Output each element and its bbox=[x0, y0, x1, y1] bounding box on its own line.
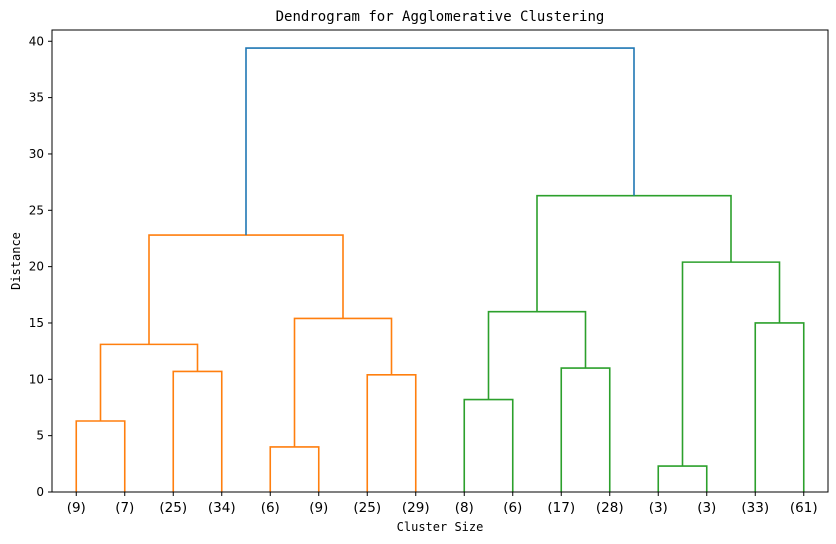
dendrogram-link bbox=[560, 367, 611, 492]
leaf-label: (25) bbox=[353, 500, 381, 516]
y-tick-label: 0 bbox=[36, 485, 44, 499]
dendrogram-link bbox=[75, 420, 126, 492]
leaf-label: (3) bbox=[697, 500, 716, 516]
leaf-label: (9) bbox=[309, 500, 328, 516]
leaf-label: (8) bbox=[455, 500, 474, 516]
leaf-label: (6) bbox=[261, 500, 280, 516]
y-axis-label: Distance bbox=[9, 232, 23, 290]
leaf-label: (34) bbox=[208, 500, 236, 516]
dendrogram-links bbox=[75, 47, 805, 492]
x-axis-label: Cluster Size bbox=[397, 520, 484, 534]
dendrogram-link bbox=[99, 343, 199, 422]
leaf-label: (9) bbox=[67, 500, 86, 516]
dendrogram-link bbox=[148, 234, 344, 345]
y-tick-label: 5 bbox=[36, 429, 44, 443]
y-axis: 0 5 10 15 20 25 30 35 40 bbox=[29, 34, 52, 499]
leaf-label: (3) bbox=[649, 500, 668, 516]
dendrogram-link bbox=[754, 322, 805, 492]
dendrogram-link bbox=[172, 370, 223, 492]
leaf-label: (25) bbox=[159, 500, 187, 516]
y-tick-label: 30 bbox=[29, 147, 44, 161]
leaf-label: (29) bbox=[402, 500, 430, 516]
leaf-label: (28) bbox=[596, 500, 624, 516]
dendrogram-link bbox=[536, 194, 732, 312]
y-tick-label: 15 bbox=[29, 316, 44, 330]
dendrogram-link bbox=[681, 261, 781, 467]
dendrogram-link bbox=[245, 47, 635, 236]
y-tick-label: 20 bbox=[29, 260, 44, 274]
dendrogram-link bbox=[657, 465, 708, 492]
leaf-label: (6) bbox=[503, 500, 522, 516]
y-tick-label: 40 bbox=[29, 34, 44, 48]
dendrogram-link bbox=[463, 398, 514, 492]
leaf-label: (7) bbox=[115, 500, 134, 516]
leaf-label: (17) bbox=[547, 500, 575, 516]
y-tick-label: 10 bbox=[29, 372, 44, 386]
y-tick-label: 25 bbox=[29, 203, 44, 217]
leaf-label: (61) bbox=[790, 500, 818, 516]
chart-title: Dendrogram for Agglomerative Clustering bbox=[276, 9, 605, 25]
dendrogram-link bbox=[269, 446, 320, 492]
x-axis: (9) (7) (25) (34) (6) (9) (25) (29) (8) (6) (17) (2… bbox=[67, 492, 818, 516]
dendrogram-link bbox=[487, 310, 587, 400]
dendrogram-link bbox=[293, 317, 393, 447]
dendrogram-link bbox=[366, 374, 417, 492]
y-tick-label: 35 bbox=[29, 91, 44, 105]
leaf-label: (33) bbox=[741, 500, 769, 516]
plot-frame bbox=[51, 29, 829, 493]
